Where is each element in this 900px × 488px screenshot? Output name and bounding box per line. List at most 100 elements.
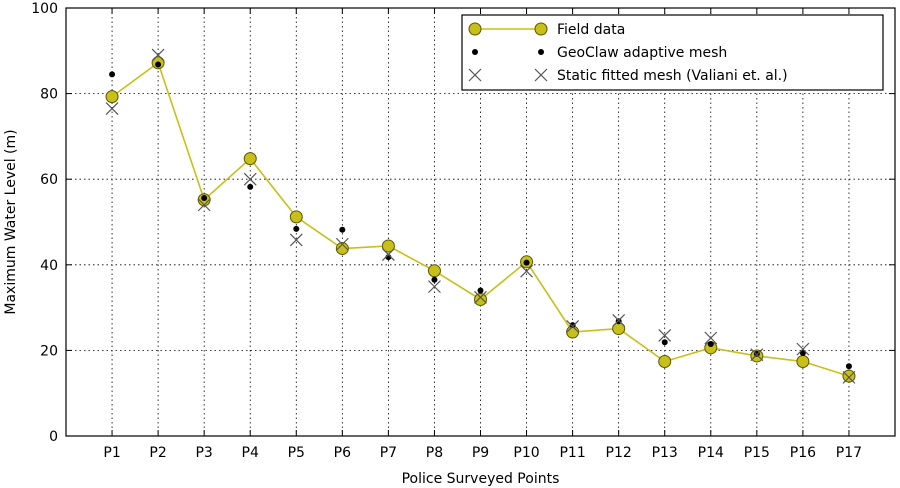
- cross-stroke: [704, 331, 718, 345]
- legend-entry: GeoClaw adaptive mesh: [472, 45, 727, 61]
- cross-stroke: [197, 198, 211, 212]
- data-point: [477, 287, 484, 294]
- x-tick-label: P11: [559, 445, 585, 461]
- x-tick-label: P4: [242, 445, 259, 461]
- data-point: [243, 172, 257, 186]
- cross-stroke: [151, 48, 165, 62]
- series-line: [111, 61, 850, 377]
- y-tick-label: 80: [40, 87, 58, 103]
- x-tick-label: P6: [334, 445, 351, 461]
- data-point: [151, 48, 165, 62]
- axes: 0 20 40 60 80 100 P1 P2 P3 P4 P5 P6 P7 P8 P9 P10 P11 P12 P…: [31, 1, 896, 461]
- x-tick-label: P1: [103, 445, 120, 461]
- data-point: [201, 195, 208, 202]
- y-tick-label: 100: [31, 1, 58, 17]
- data-point: [105, 102, 119, 116]
- cross-stroke: [534, 68, 548, 82]
- legend: Field data GeoClaw adaptive mesh Static fi…: [461, 14, 884, 91]
- data-point: [520, 264, 533, 278]
- data-point: [293, 225, 300, 232]
- data-point: [289, 210, 303, 224]
- series-1: [109, 61, 852, 370]
- x-tick-label: P12: [606, 445, 632, 461]
- x-tick-label: P3: [195, 445, 212, 461]
- cross-stroke: [428, 280, 441, 294]
- legend-label: Static fitted mesh (Valiani et. al.): [557, 68, 788, 84]
- series: [105, 48, 856, 384]
- cross-stroke: [381, 248, 395, 261]
- cross-stroke: [658, 328, 672, 342]
- data-point: [243, 152, 257, 166]
- data-point: [569, 322, 576, 329]
- data-point: [335, 237, 349, 251]
- legend-marker: [538, 49, 544, 55]
- legend-marker: [468, 22, 482, 36]
- cross-stroke: [796, 342, 810, 356]
- data-point: [615, 318, 622, 325]
- data-point: [197, 198, 211, 212]
- data-point: [704, 331, 718, 345]
- data-point: [707, 340, 714, 347]
- data-point: [381, 248, 395, 261]
- data-point: [799, 349, 806, 356]
- data-point: [842, 370, 856, 384]
- data-point: [427, 264, 441, 278]
- legend-entry: Field data: [468, 22, 625, 38]
- data-point: [431, 276, 438, 283]
- data-point: [612, 314, 626, 327]
- data-point: [155, 61, 162, 68]
- legend-box: [461, 14, 884, 91]
- legend-marker: [534, 22, 548, 36]
- cross-stroke: [612, 314, 626, 327]
- data-point: [339, 226, 346, 233]
- legend-entry: Static fitted mesh (Valiani et. al.): [468, 68, 788, 84]
- data-point: [289, 233, 303, 247]
- legend-marker: [472, 49, 478, 55]
- cross-stroke: [520, 264, 533, 278]
- data-point: [750, 348, 764, 362]
- data-point: [796, 355, 810, 369]
- legend-label: GeoClaw adaptive mesh: [557, 45, 727, 61]
- cross-stroke: [105, 102, 119, 116]
- x-tick-label: P10: [513, 445, 539, 461]
- cross-stroke: [243, 172, 257, 186]
- data-point: [845, 363, 852, 370]
- y-tick-label: 40: [40, 258, 58, 274]
- y-tick-label: 0: [49, 429, 58, 445]
- cross-stroke: [842, 370, 856, 384]
- cross-stroke: [474, 290, 487, 304]
- cross-stroke: [289, 233, 303, 247]
- data-point: [105, 90, 119, 104]
- data-point: [842, 369, 856, 383]
- x-tick-label: P9: [472, 445, 489, 461]
- legend-label: Field data: [557, 22, 625, 38]
- x-tick-label: P2: [149, 445, 166, 461]
- data-point: [753, 350, 760, 357]
- legend-marker: [468, 68, 482, 82]
- legend-marker: [534, 68, 548, 82]
- x-axis-label: Police Surveyed Points: [402, 471, 560, 487]
- x-tick-label: P14: [698, 445, 724, 461]
- data-point: [796, 342, 810, 356]
- cross-stroke: [468, 68, 482, 82]
- data-point: [109, 71, 116, 78]
- x-tick-label: P7: [380, 445, 397, 461]
- y-tick-label: 20: [40, 343, 58, 359]
- data-point: [658, 328, 672, 342]
- data-point: [474, 292, 487, 306]
- y-axis-label: Maximum Water Level (m): [3, 129, 19, 314]
- x-tick-label: P13: [652, 445, 678, 461]
- y-tick-label: 60: [40, 172, 58, 188]
- cross-stroke: [750, 348, 764, 362]
- data-point: [566, 320, 580, 333]
- data-point: [658, 355, 672, 369]
- data-point: [474, 290, 487, 304]
- x-tick-label: P15: [744, 445, 770, 461]
- series-2: [105, 48, 856, 384]
- data-point: [381, 239, 395, 253]
- data-point: [247, 183, 254, 190]
- x-tick-label: P17: [836, 445, 862, 461]
- data-point: [523, 259, 530, 266]
